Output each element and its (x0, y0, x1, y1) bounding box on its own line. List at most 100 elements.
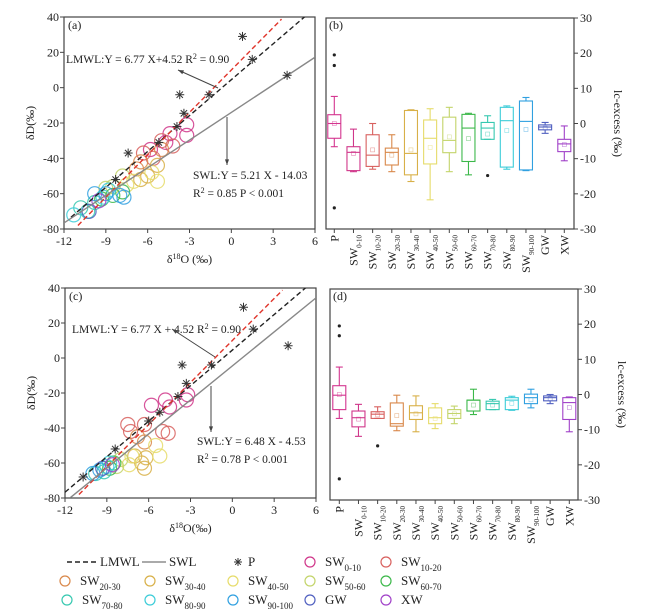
box-SW40-50 (428, 403, 443, 430)
point-P (204, 90, 214, 100)
x-tick-label: -3 (186, 503, 196, 517)
x-tick-label: SW20-30 (385, 235, 402, 270)
box-iqr (403, 109, 419, 176)
mean-marker (542, 125, 548, 131)
mean-marker (336, 392, 342, 397)
legend-circle-icon (59, 575, 71, 587)
x-tick-label: -12 (57, 503, 73, 517)
SWL-line (64, 56, 315, 224)
point-P (111, 175, 121, 185)
legend-item-SWL: SWL (142, 554, 197, 569)
box-SW70-80 (485, 398, 500, 411)
point-P (283, 341, 293, 351)
outlier-point (486, 173, 490, 178)
point-P (155, 407, 165, 417)
swl-equation: SWL:Y = 6.48 X - 4.53 (197, 436, 306, 448)
box-GW (543, 393, 558, 405)
box-SW0-10 (346, 128, 361, 173)
x-tick-label: P (332, 506, 346, 513)
y-axis-label: lc-excess (‰) (611, 90, 625, 157)
x-tick-label: SW0-10 (351, 506, 368, 537)
legend-label: XW (401, 592, 423, 607)
SWL-line (70, 297, 316, 498)
box-SW80-90 (499, 105, 514, 170)
legend-item-LMWL: LMWL (67, 554, 140, 569)
mean-marker (389, 152, 395, 158)
mean-marker (408, 147, 414, 153)
arrow-head (224, 159, 230, 165)
mean-marker (370, 147, 375, 153)
x-tick-label: -6 (144, 503, 154, 517)
legend-label: SW30-40 (165, 573, 206, 592)
point-P-stroke (79, 473, 87, 481)
legend-asterisk-icon (234, 558, 242, 566)
point-P-stroke (182, 379, 190, 387)
outlier-point (332, 53, 336, 57)
point-P-stroke (249, 325, 257, 333)
y-tick-label: 10 (580, 81, 592, 95)
legend-circle-icon (304, 575, 316, 587)
legend-label: SW60-70 (401, 573, 442, 592)
y-tick-label: -80 (43, 222, 59, 236)
point-SW90-100 (87, 186, 103, 202)
box-SW30-40 (408, 395, 424, 433)
legend-label: SW0-10 (325, 554, 361, 573)
point-P (247, 54, 257, 64)
point-P-stroke (248, 55, 256, 63)
box-iqr (523, 393, 539, 405)
legend-item-XW: XW (380, 592, 423, 607)
box-SW60-70 (461, 112, 476, 176)
y-tick-label: -10 (584, 423, 600, 437)
x-tick-label: SW90-100 (524, 506, 541, 544)
point-P (282, 70, 292, 80)
point-P-stroke (156, 408, 164, 416)
mean-marker (375, 412, 380, 418)
y-tick-label: -20 (580, 187, 596, 201)
legend-item-SW50-60: SW50-60 (304, 573, 366, 592)
mean-marker (509, 400, 515, 406)
mean-marker (466, 136, 471, 141)
box-iqr (518, 100, 534, 171)
box-SW70-80 (480, 115, 495, 140)
legend-label: SW10-20 (401, 554, 442, 573)
box-iqr (461, 113, 476, 163)
point-P-stroke (180, 109, 188, 117)
box-iqr (384, 147, 399, 166)
mean-marker (528, 397, 534, 403)
legend-circle-icon (304, 556, 316, 568)
swl-stats: R2 = 0.78 P < 0.001 (197, 452, 288, 467)
point-P-stroke (176, 91, 184, 99)
point-P-stroke (173, 122, 181, 131)
point-GW (95, 460, 111, 476)
point-SW10-20 (120, 416, 136, 433)
point-SW40-50 (121, 457, 137, 473)
outlier-point (337, 324, 341, 328)
reference-line (78, 289, 284, 495)
box-SW20-30 (384, 134, 399, 173)
lmwl-equation: LMWL:Y = 6.77 X + 4.52 R2 = 0.90 (72, 322, 241, 337)
annotation-arrow (177, 69, 219, 89)
box-P (327, 95, 342, 148)
x-tick-label: SW80-90 (505, 506, 522, 541)
legend-label: P (248, 554, 255, 569)
mean-marker (451, 411, 457, 417)
y-tick-label: 20 (47, 45, 59, 59)
box-SW10-20 (365, 122, 380, 170)
x-tick-label: SW70-80 (481, 235, 498, 270)
box-SW0-10 (351, 403, 366, 437)
box-SW40-50 (423, 108, 438, 201)
box-iqr (346, 146, 361, 172)
box-SW30-40 (403, 109, 419, 183)
mean-marker (331, 121, 337, 126)
point-P (154, 137, 164, 147)
y-tick-label: -60 (44, 456, 60, 470)
legend-item-P: P (234, 554, 255, 569)
box-GW (538, 121, 553, 134)
box-iqr (389, 402, 404, 427)
point-P (181, 378, 191, 388)
box-iqr (499, 106, 514, 168)
y-tick-label: -10 (580, 152, 596, 166)
y-tick-label: 40 (48, 281, 60, 295)
